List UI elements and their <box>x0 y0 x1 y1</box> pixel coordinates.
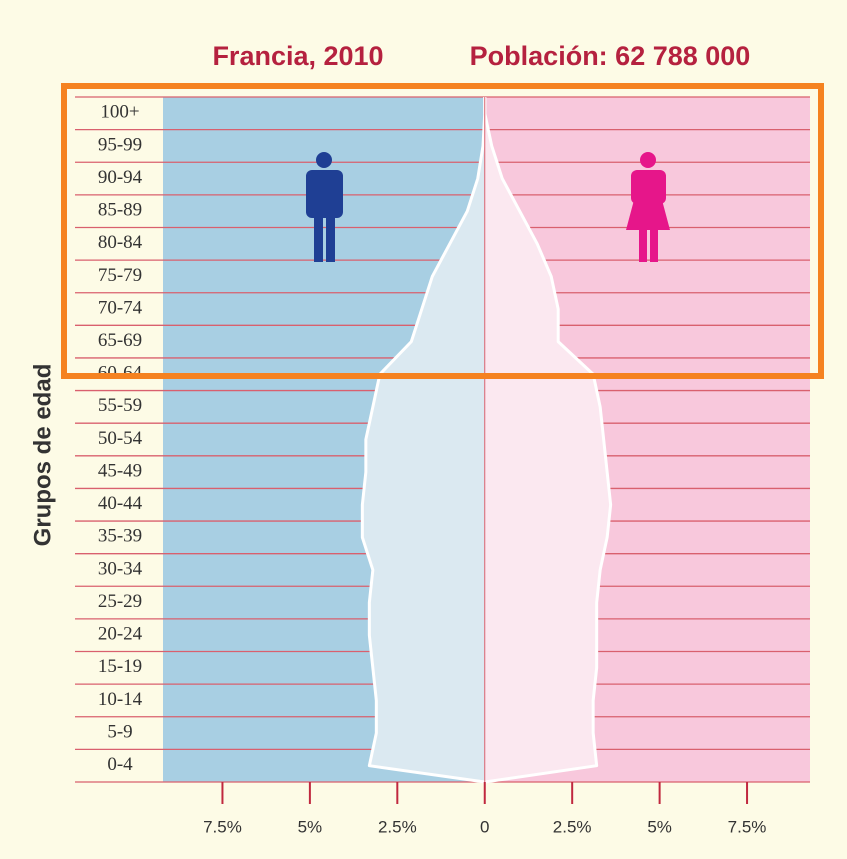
y-tick-label: 30-34 <box>98 558 143 579</box>
y-tick-label: 50-54 <box>98 428 143 449</box>
y-tick-label: 40-44 <box>98 493 143 514</box>
y-tick-label: 85-89 <box>98 200 142 221</box>
population-area <box>360 97 487 784</box>
y-tick-label: 80-84 <box>98 232 143 253</box>
population-area <box>483 97 613 784</box>
x-tick-label: 7.5% <box>203 817 242 836</box>
highlight-box <box>61 83 824 379</box>
x-tick-label: 2.5% <box>378 817 417 836</box>
chart-subtitle: Población: 62 788 000 <box>470 41 751 71</box>
x-tick-label: 2.5% <box>553 817 592 836</box>
y-tick-label: 100+ <box>100 102 139 123</box>
y-tick-label: 35-39 <box>98 526 142 547</box>
y-tick-label: 95-99 <box>98 134 142 155</box>
icons <box>306 152 670 262</box>
y-tick-label: 20-24 <box>98 624 143 645</box>
x-tick-label: 5% <box>647 817 672 836</box>
y-axis-label: Grupos de edad <box>29 364 56 547</box>
female-icon <box>626 152 670 262</box>
y-tick-label: 55-59 <box>98 395 142 416</box>
y-tick-label: 75-79 <box>98 265 142 286</box>
x-tick-label: 0 <box>480 817 489 836</box>
y-tick-label: 25-29 <box>98 591 142 612</box>
y-tick-label: 65-69 <box>98 330 142 351</box>
y-tick-label: 10-14 <box>98 689 143 710</box>
y-tick-label: 45-49 <box>98 460 142 481</box>
x-tick-label: 7.5% <box>728 817 767 836</box>
y-tick-label: 90-94 <box>98 167 143 188</box>
y-tick-label: 5-9 <box>107 721 132 742</box>
y-tick-label: 0-4 <box>107 754 133 775</box>
male-icon <box>306 152 343 262</box>
plot-area: 0-4 5-9 10-14 15-19 20-24 25-29 30-34 35-39 40-4… <box>75 96 810 836</box>
y-tick-label: 15-19 <box>98 656 142 677</box>
x-tick-label: 5% <box>298 817 323 836</box>
chart-title: Francia, 2010 <box>212 41 383 71</box>
y-tick-label: 70-74 <box>98 297 143 318</box>
